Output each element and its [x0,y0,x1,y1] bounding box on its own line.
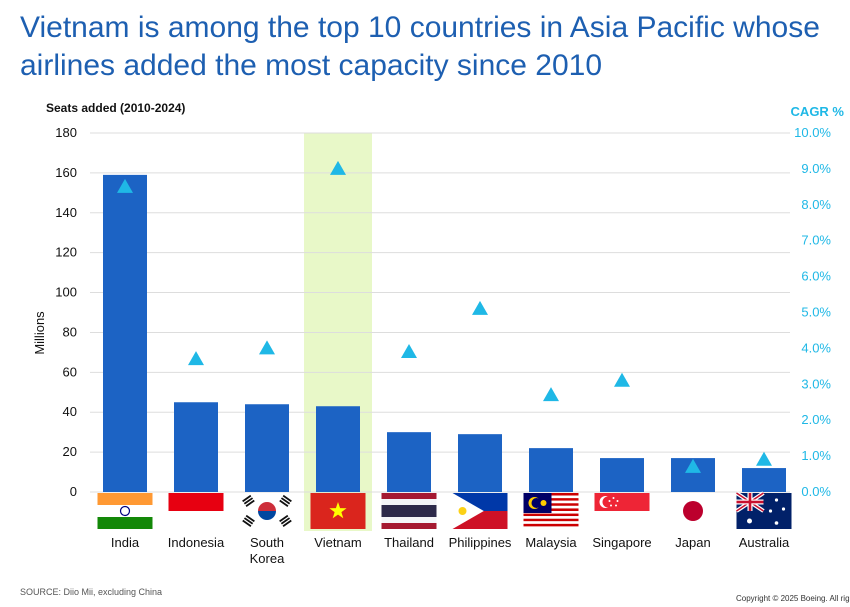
y-tick-label: 0 [70,484,77,499]
x-tick-label: India [111,535,140,550]
x-tick-label: Vietnam [314,535,361,550]
x-tick-label: Indonesia [168,535,225,550]
cagr-marker-india [117,178,133,193]
y2-tick-label: 1.0% [801,448,831,463]
y-tick-label: 180 [55,125,77,140]
bar-malaysia [529,448,573,492]
flag-vietnam-icon [310,493,366,529]
cagr-marker-japan [685,458,701,473]
chart-subtitle: Seats added (2010-2024) [46,101,185,115]
flag-south-korea-icon [239,493,295,529]
flag-japan-icon [665,493,721,529]
bar-south-korea [245,404,289,492]
cagr-marker-singapore [614,372,630,387]
y2-tick-label: 10.0% [794,125,831,140]
cagr-marker-indonesia [188,351,204,366]
y-tick-label: 40 [63,404,77,419]
flags-layer [97,491,792,529]
bar-thailand [387,432,431,492]
y-tick-label: 20 [63,444,77,459]
bar-philippines [458,434,502,492]
bars-layer [103,174,786,492]
x-tick-label: Korea [250,551,285,566]
cagr-marker-thailand [401,343,417,358]
y-tick-label: 120 [55,245,77,260]
cagr-marker-south-korea [259,340,275,355]
x-tick-label: Malaysia [525,535,577,550]
bar-singapore [600,458,644,492]
cagr-marker-australia [756,451,772,466]
y-tick-label: 160 [55,165,77,180]
y2-axis-title: CAGR % [791,104,845,119]
y2-tick-label: 4.0% [801,340,831,355]
y-tick-label: 80 [63,324,77,339]
y2-tick-label: 6.0% [801,269,831,284]
chart-text-layer: 0 20 40 60 80 100 120 140 160 180 0.0% 1.0% 2.0% 3.0%… [32,101,844,566]
page-title: Vietnam is among the top 10 countries in… [20,11,820,82]
bar-australia [742,468,786,492]
flag-philippines-icon [452,493,508,529]
cagr-markers-layer [117,160,772,473]
y2-tick-label: 9.0% [801,161,831,176]
bar-vietnam [316,406,360,492]
y2-tick-label: 7.0% [801,233,831,248]
flag-malaysia-icon [523,493,579,529]
x-tick-label: Singapore [592,535,651,550]
x-tick-label: Australia [739,535,790,550]
cagr-marker-malaysia [543,387,559,402]
source-note: SOURCE: Diio Mii, excluding China [20,587,163,597]
flag-thailand-icon [381,493,437,529]
x-tick-label: South [250,535,284,550]
bar-india [103,174,147,492]
x-tick-label: Philippines [449,535,512,550]
y-axis-title: Millions [32,311,47,355]
x-tick-label: Japan [675,535,710,550]
y2-tick-label: 5.0% [801,305,831,320]
flag-indonesia-icon [168,493,224,529]
flag-australia-icon [735,491,792,529]
cagr-marker-vietnam [330,160,346,175]
y2-tick-label: 2.0% [801,412,831,427]
flag-india-icon [97,493,153,529]
y-tick-label: 60 [63,364,77,379]
x-tick-label: Thailand [384,535,434,550]
y2-tick-label: 0.0% [801,484,831,499]
y-tick-label: 140 [55,205,77,220]
flag-singapore-icon [594,493,650,529]
y2-tick-label: 3.0% [801,376,831,391]
y-tick-label: 100 [55,285,77,300]
cagr-marker-philippines [472,300,488,315]
bar-indonesia [174,402,218,492]
copyright-note: Copyright © 2025 Boeing. All rig [736,594,850,603]
y2-tick-label: 8.0% [801,197,831,212]
